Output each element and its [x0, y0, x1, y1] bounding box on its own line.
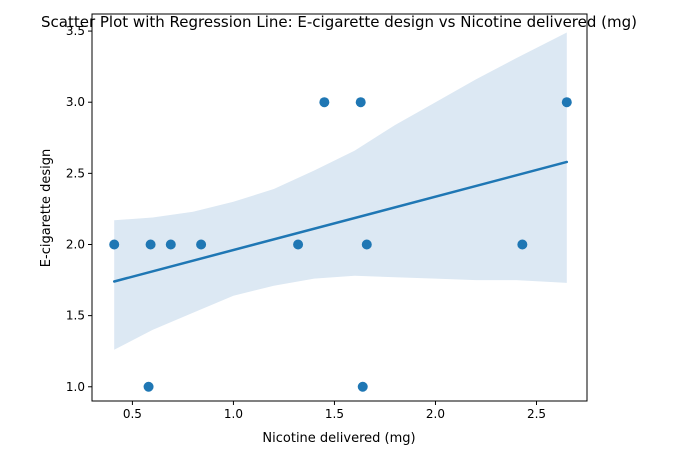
plot-frame: [91, 13, 588, 402]
x-tick-label: 1.5: [325, 407, 344, 421]
data-point: [165, 239, 176, 250]
confidence-band-layer: [114, 32, 567, 350]
x-axis-label: Nicotine delivered (mg): [262, 431, 415, 446]
data-point: [293, 239, 304, 250]
data-point: [355, 97, 366, 108]
confidence-band: [114, 32, 567, 350]
regression-line-layer: [112, 160, 569, 283]
data-point: [145, 239, 156, 250]
y-tick-label: 2.0: [66, 237, 85, 251]
y-axis-label: E-cigarette design: [39, 149, 54, 267]
y-tick-label: 1.0: [66, 380, 85, 394]
y-tick-label: 1.5: [66, 309, 85, 323]
data-points-layer: [109, 97, 572, 392]
data-point: [517, 239, 528, 250]
data-point: [196, 239, 207, 250]
data-point: [361, 239, 372, 250]
y-axis-ticks: 1.0 1.5 2.0 2.5 3.0 3.5: [66, 24, 92, 394]
chart-title: Scatter Plot with Regression Line: E-cig…: [41, 13, 637, 31]
x-tick-label: 2.0: [426, 407, 445, 421]
x-tick-label: 0.5: [123, 407, 142, 421]
data-point: [143, 381, 154, 392]
y-tick-label: 3.5: [66, 24, 85, 38]
x-axis-ticks: 0.5 1.0 1.5 2.0 2.5: [123, 401, 546, 421]
data-point: [109, 239, 120, 250]
regression-line: [112, 160, 569, 283]
data-point: [357, 381, 368, 392]
y-tick-label: 3.0: [66, 95, 85, 109]
y-tick-label: 2.5: [66, 166, 85, 180]
x-tick-label: 2.5: [527, 407, 546, 421]
data-point: [319, 97, 330, 108]
data-point: [561, 97, 572, 108]
x-tick-label: 1.0: [224, 407, 243, 421]
